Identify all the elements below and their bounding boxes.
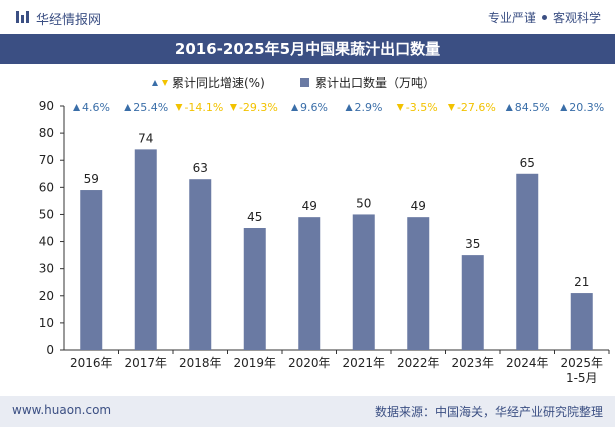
growth-down-triangle-icon [175, 104, 183, 111]
bar [516, 173, 539, 350]
x-tick-label: 1-5月 [566, 371, 598, 385]
y-tick-label: 70 [39, 153, 54, 167]
bar [243, 228, 266, 350]
bar [570, 293, 593, 350]
growth-down-triangle-icon [447, 104, 455, 111]
bar-value-label: 49 [302, 199, 317, 213]
growth-up-triangle-icon [291, 104, 299, 111]
y-tick-label: 30 [39, 262, 54, 276]
growth-label: 9.6% [300, 101, 328, 114]
y-tick-label: 20 [39, 289, 54, 303]
legend-down-triangle-icon [162, 80, 168, 86]
y-tick-label: 90 [39, 99, 54, 113]
growth-label: 4.6% [82, 101, 110, 114]
y-tick-label: 60 [39, 180, 54, 194]
x-tick-label: 2023年 [451, 356, 494, 370]
brand-name: 华经情报网 [36, 13, 102, 28]
legend-up-triangle-icon [152, 80, 158, 86]
bar-value-label: 35 [465, 237, 480, 251]
growth-label: 20.3% [569, 101, 604, 114]
separator-dot-icon [541, 15, 547, 20]
bar-chart: 0 10 20 30 40 50 60 70 80 90 累计同比增速(%) 累计出口数量（万吨） 59… [39, 75, 610, 385]
growth-down-triangle-icon [229, 104, 237, 111]
growth-label: 2.9% [355, 101, 383, 114]
bar [189, 179, 212, 350]
growth-up-triangle-icon [124, 104, 132, 111]
bar-value-label: 63 [193, 161, 208, 175]
site-url: www.huaon.com [12, 403, 112, 417]
bar [461, 255, 484, 350]
x-tick-label: 2021年 [342, 356, 385, 370]
header-bar: 华经情报网 专业严谨 客观科学 [0, 0, 615, 34]
legend-bar-swatch [300, 78, 309, 87]
growth-up-triangle-icon [73, 104, 81, 111]
x-tick-label: 2019年 [233, 356, 276, 370]
growth-label: -27.6% [457, 101, 496, 114]
legend-growth-label: 累计同比增速(%) [172, 76, 265, 90]
title-bar: 2016-2025年5月中国果蔬汁出口数量 [0, 34, 615, 64]
chart-title: 2016-2025年5月中国果蔬汁出口数量 [174, 40, 441, 58]
growth-up-triangle-icon [345, 104, 353, 111]
bar-value-label: 49 [411, 199, 426, 213]
bar [134, 149, 157, 350]
bar [352, 214, 375, 350]
bar [407, 217, 430, 350]
x-tick-label: 2024年 [506, 356, 549, 370]
bar-value-label: 65 [520, 156, 535, 170]
tagline-right: 客观科学 [552, 11, 601, 25]
x-tick-label: 2022年 [397, 356, 440, 370]
legend-series-label: 累计出口数量（万吨） [315, 75, 435, 90]
footer-bar: www.huaon.com 数据来源：中国海关，华经产业研究院整理 [0, 396, 615, 427]
growth-up-triangle-icon [560, 104, 568, 111]
y-tick-label: 10 [39, 316, 54, 330]
bar-value-label: 21 [574, 275, 589, 289]
tagline-left: 专业严谨 [487, 11, 536, 25]
growth-label: -14.1% [184, 101, 223, 114]
y-tick-label: 50 [39, 207, 54, 221]
bar-value-label: 45 [247, 210, 262, 224]
x-tick-label: 2016年 [70, 356, 113, 370]
data-source: 数据来源：中国海关，华经产业研究院整理 [374, 405, 603, 419]
y-tick-label: 80 [39, 126, 54, 140]
bar-value-label: 74 [138, 131, 153, 145]
growth-label: 25.4% [133, 101, 168, 114]
x-tick-label: 2017年 [124, 356, 167, 370]
growth-up-triangle-icon [505, 104, 513, 111]
growth-label: -29.3% [239, 101, 278, 114]
x-tick-label: 2025年 [560, 356, 603, 370]
bar-value-label: 50 [356, 196, 371, 210]
x-tick-label: 2020年 [288, 356, 331, 370]
bar-logo-icon [16, 11, 29, 23]
y-tick-label: 40 [39, 235, 54, 249]
y-tick-label: 0 [46, 343, 54, 357]
tagline: 专业严谨 客观科学 [488, 9, 601, 26]
bar-value-label: 59 [84, 172, 99, 186]
bar [80, 190, 103, 350]
bar [298, 217, 321, 350]
x-tick-label: 2018年 [179, 356, 222, 370]
growth-label: -3.5% [406, 101, 438, 114]
growth-label: 84.5% [515, 101, 550, 114]
growth-down-triangle-icon [396, 104, 404, 111]
